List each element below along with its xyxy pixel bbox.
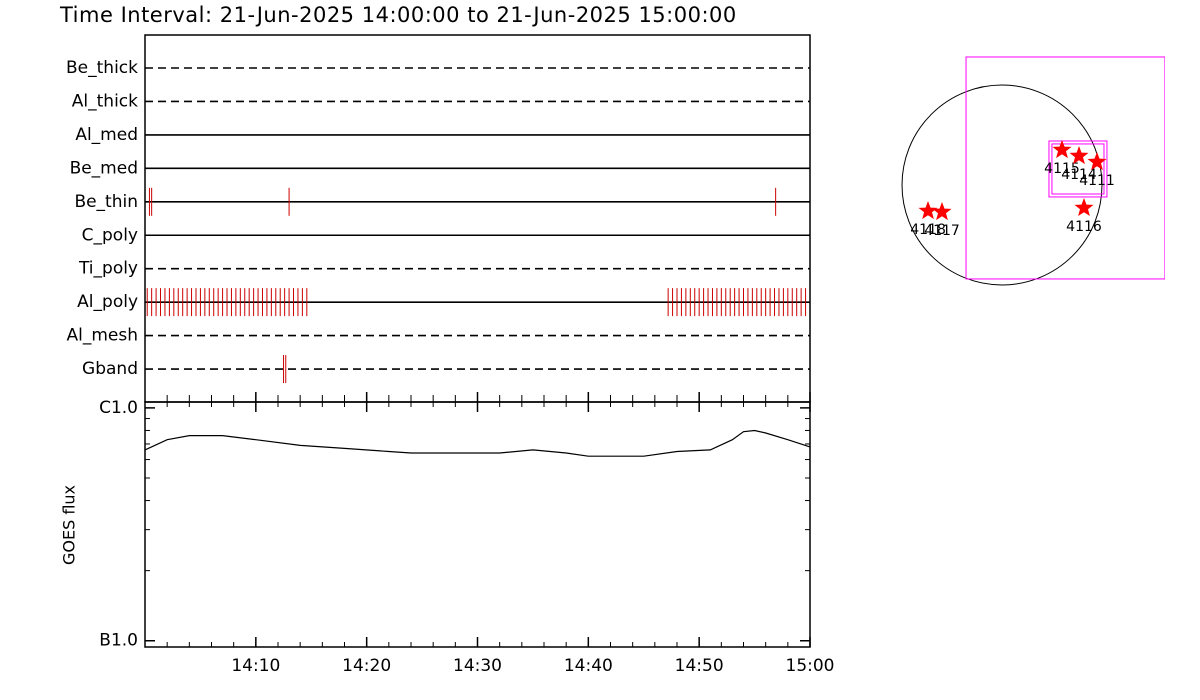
y-axis-label: GOES flux xyxy=(60,485,79,565)
fov-box xyxy=(1051,143,1105,195)
y-tick-label: C1.0 xyxy=(99,398,138,418)
ar-label: 4116 xyxy=(1066,219,1102,235)
ar-label: 4115 xyxy=(1044,161,1080,177)
ar-label: 4114 xyxy=(1061,167,1097,183)
ar-label: 4118 xyxy=(910,222,946,238)
x-tick-label: 14:10 xyxy=(231,656,280,676)
ar-star xyxy=(1052,140,1072,159)
x-tick-label: 15:00 xyxy=(786,656,835,676)
ar-label: 4117 xyxy=(924,223,960,239)
row-label: Be_thin xyxy=(74,192,138,212)
row-label: Al_med xyxy=(75,125,138,145)
x-tick-label: 14:30 xyxy=(453,656,502,676)
row-label: Al_mesh xyxy=(66,326,138,346)
ar-star xyxy=(1087,152,1107,171)
row-label: Be_thick xyxy=(66,58,138,78)
x-tick-label: 14:50 xyxy=(675,656,724,676)
y-tick-label: B1.0 xyxy=(99,631,138,651)
row-label: Al_thick xyxy=(72,91,138,111)
solar-disk xyxy=(901,84,1103,286)
row-label: Be_med xyxy=(70,158,138,178)
x-tick-label: 14:20 xyxy=(342,656,391,676)
ar-star xyxy=(932,202,952,221)
ar-star xyxy=(918,201,938,220)
x-tick-label: 14:40 xyxy=(564,656,613,676)
row-label: C_poly xyxy=(82,225,138,245)
row-label: Al_poly xyxy=(77,292,138,312)
ar-star xyxy=(1074,198,1094,216)
chart-title: Time Interval: 21-Jun-2025 14:00:00 to 2… xyxy=(59,3,737,27)
row-label: Ti_poly xyxy=(78,259,138,279)
goes-line xyxy=(144,429,811,457)
fov-box xyxy=(1048,140,1108,198)
row-label: Gband xyxy=(82,359,138,379)
fov-box xyxy=(965,56,1165,280)
ar-star xyxy=(1069,146,1089,165)
ar-label: 4111 xyxy=(1079,173,1115,189)
